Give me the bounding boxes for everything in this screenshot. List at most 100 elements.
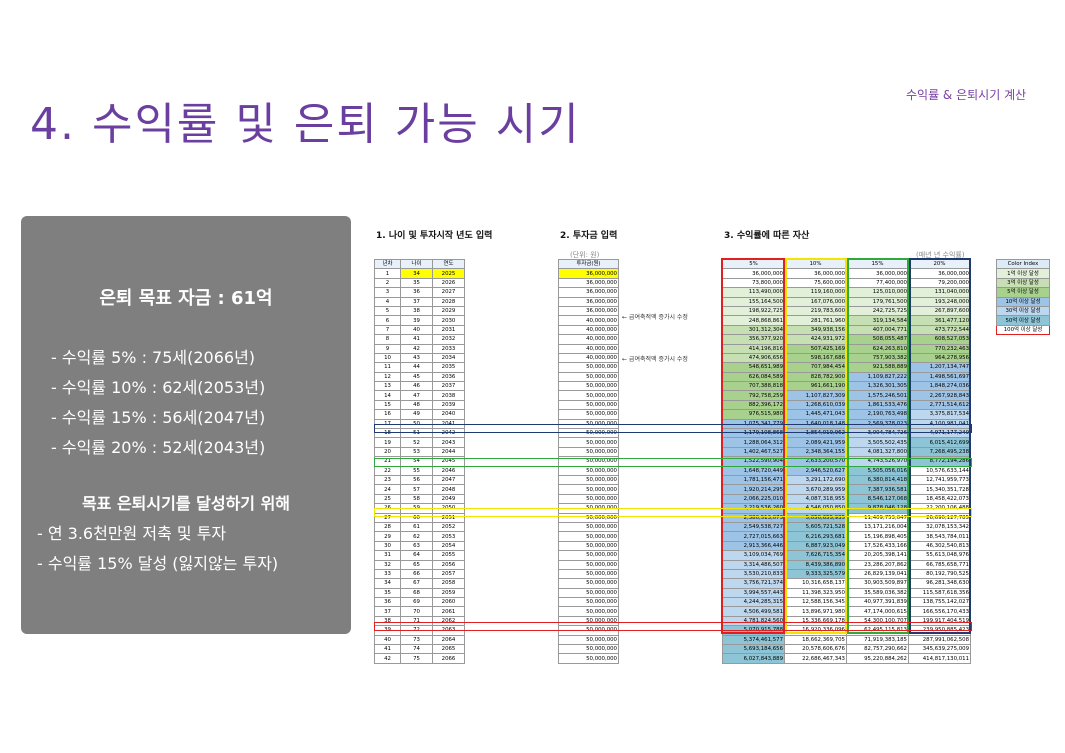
year-cell: 2039: [432, 399, 465, 411]
asset-cell-r10: 20,578,606,676: [784, 643, 847, 655]
table-row: 3,109,034,769 7,626,715,354 20,205,398,141…: [722, 550, 971, 561]
investment-cell: 50,000,000: [558, 587, 619, 599]
age-cell: 53: [400, 446, 433, 458]
investment-cell: 40,000,000: [558, 315, 619, 326]
table-row: 50,000,000: [558, 484, 619, 495]
year-count-cell: 36: [374, 597, 401, 608]
table-row: 5 38 2029: [374, 305, 465, 317]
investment-cell: 50,000,000: [558, 550, 619, 561]
year-cell: 2026: [432, 277, 465, 289]
table-row: 50,000,000: [558, 597, 619, 608]
table-row: 37 70 2061: [374, 606, 465, 617]
age-cell: 46: [400, 381, 433, 392]
asset-cell-r15: 71,919,383,185: [846, 634, 909, 646]
rate-item-20: - 수익률 20% : 52세(2043년): [51, 438, 266, 457]
age-cell: 70: [400, 606, 433, 617]
year-cell: 2057: [432, 568, 465, 580]
year-count-cell: 40: [374, 634, 401, 646]
table-row: 50,000,000: [558, 390, 619, 401]
age-cell: 68: [400, 587, 433, 599]
table-row: 1,179,108,868 1,854,019,962 3,004,784,726 4…: [722, 428, 971, 439]
table-row: 9 42 2033: [374, 343, 465, 354]
year-cell: 2027: [432, 287, 465, 298]
year-count-cell: 10: [374, 352, 401, 364]
table-row: 6 39 2030: [374, 315, 465, 326]
note-salary-1: ← 급여축적액 증가시 수정: [622, 314, 688, 321]
table-row: 4,244,285,315 12,588,156,345 40,977,391,83…: [722, 597, 971, 608]
table-row: 10 43 2034: [374, 352, 465, 364]
investment-cell: 50,000,000: [558, 634, 619, 646]
asset-cell-r10: 18,662,369,705: [784, 634, 847, 646]
target-heading: 목표 은퇴시기를 달성하기 위해: [81, 494, 291, 513]
year-count-cell: 6: [374, 315, 401, 326]
age-cell: 58: [400, 493, 433, 505]
investment-cell: 40,000,000: [558, 352, 619, 364]
investment-cell: 50,000,000: [558, 653, 619, 664]
table-row: 36,000,000: [558, 268, 619, 279]
age-cell: 45: [400, 371, 433, 383]
year-count-cell: 32: [374, 559, 401, 570]
color-index-item: 100억 이상 달성: [996, 324, 1050, 336]
unit-label: (단위: 원): [570, 251, 600, 259]
age-cell: 36: [400, 287, 433, 298]
header-year-count: 년차: [374, 258, 401, 270]
color-index-item: 1억 이상 달성: [996, 268, 1050, 279]
table-row: 50,000,000: [558, 606, 619, 617]
target-item-savings: - 연 3.6천만원 저축 및 투자: [37, 524, 227, 543]
investment-cell: 50,000,000: [558, 362, 619, 373]
investment-cell: 36,000,000: [558, 287, 619, 298]
year-count-cell: 7: [374, 324, 401, 336]
table-row: 40,000,000: [558, 324, 619, 336]
investment-cell: 50,000,000: [558, 493, 619, 505]
table-row: 50,000,000: [558, 540, 619, 552]
section-label: 수익률 & 은퇴시기 계산: [906, 88, 1027, 102]
year-cell: 2044: [432, 446, 465, 458]
year-cell: 2056: [432, 559, 465, 570]
age-cell: 61: [400, 521, 433, 533]
rate-unit-label: (매년 년 수익률): [916, 251, 965, 259]
table-row: 248,868,861 281,761,960 319,134,584 361,477…: [722, 315, 971, 326]
investment-cell: 50,000,000: [558, 578, 619, 589]
col-box-5: [721, 258, 785, 634]
age-cell: 48: [400, 399, 433, 411]
table-row: 24 57 2048: [374, 484, 465, 495]
year-cell: 2040: [432, 409, 465, 420]
rate-item-15: - 수익률 15% : 56세(2047년): [51, 408, 266, 427]
table-row: 40,000,000: [558, 315, 619, 326]
table-row: 36 69 2060: [374, 597, 465, 608]
year-cell: 2054: [432, 540, 465, 552]
table-row: 15 48 2039: [374, 399, 465, 411]
asset-cell-r20: 345,639,275,009: [908, 643, 971, 655]
table-row: 19 52 2043: [374, 437, 465, 448]
table-row: 29 62 2053: [374, 531, 465, 542]
age-cell: 56: [400, 474, 433, 486]
page-title: 4. 수익률 및 은퇴 가능 시기: [30, 99, 581, 150]
table-row: 14 47 2038: [374, 390, 465, 401]
table-row: 2 35 2026: [374, 277, 465, 289]
table-row: 40,000,000: [558, 343, 619, 354]
age-cell: 63: [400, 540, 433, 552]
table-row: 41 74 2065: [374, 643, 465, 655]
year-count-cell: 41: [374, 643, 401, 655]
asset-cell-r5: 5,374,461,577: [722, 634, 785, 646]
age-cell: 64: [400, 550, 433, 561]
color-index-legend: Color Index 1억 이상 달성 3억 이상 달성 5억 이상 달성 10억 이…: [996, 258, 1050, 336]
section-3-heading: 3. 수익률에 따른 자산: [724, 231, 810, 241]
table-row: 5,374,461,577 18,662,369,705 71,919,383,18…: [722, 634, 971, 646]
table-row: 22 55 2046: [374, 465, 465, 477]
year-cell: 2032: [432, 334, 465, 345]
age-cell: 66: [400, 568, 433, 580]
year-cell: 2052: [432, 521, 465, 533]
color-index-title: Color Index: [996, 258, 1050, 270]
age-cell: 43: [400, 352, 433, 364]
table-row: 50,000,000: [558, 643, 619, 655]
table-row: 301,312,304 349,938,156 407,004,771 473,772…: [722, 324, 971, 336]
year-count-cell: 1: [374, 268, 401, 279]
investment-cell: 50,000,000: [558, 540, 619, 552]
age-cell: 38: [400, 305, 433, 317]
header-year: 연도: [432, 258, 465, 270]
note-salary-2: ← 급여축적액 증가시 수정: [622, 356, 688, 363]
investment-cell: 40,000,000: [558, 324, 619, 336]
investment-cell: 50,000,000: [558, 643, 619, 655]
color-index-item: 50억 이상 달성: [996, 315, 1050, 326]
